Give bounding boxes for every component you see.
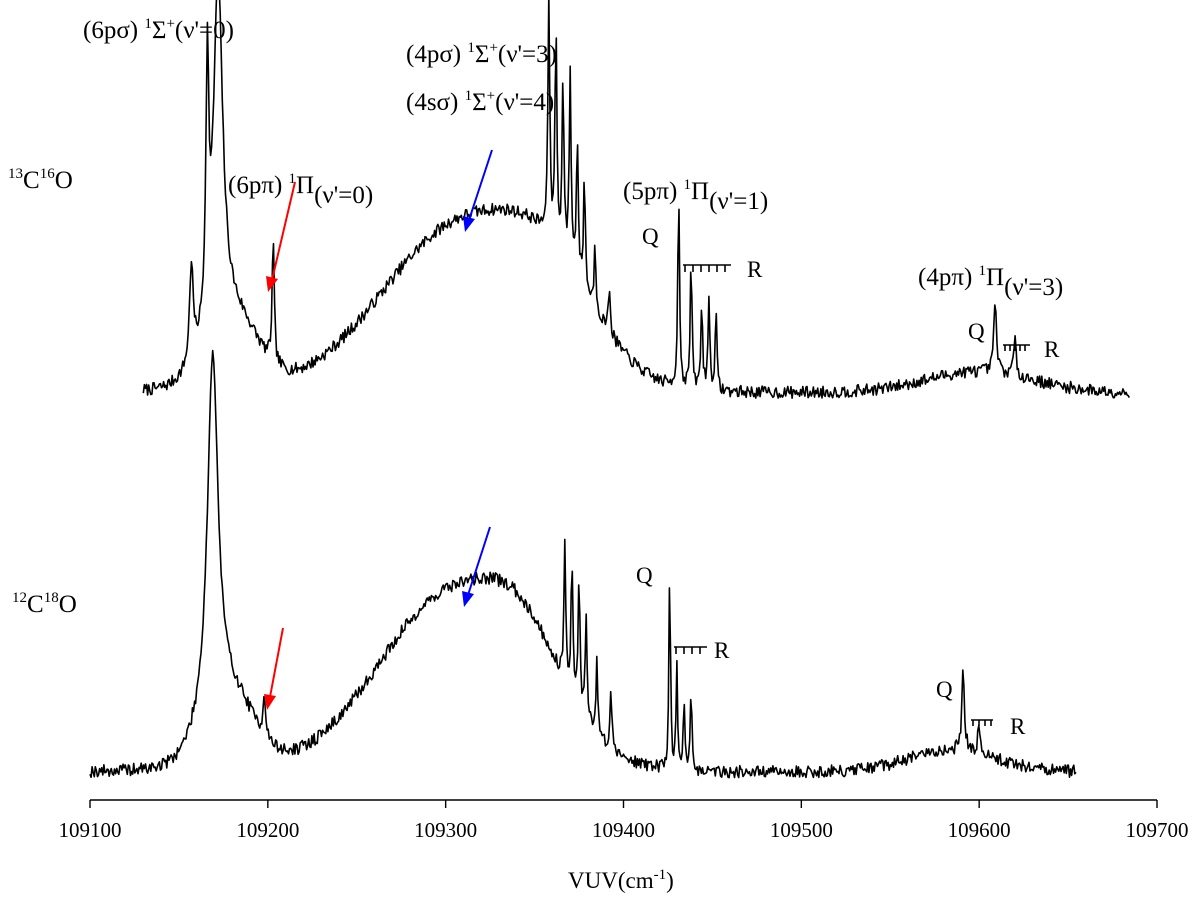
annotation-4psigma: (4pσ) 1Σ+(ν'=3) xyxy=(406,40,557,68)
annotation-4ppi: (4pπ) 1Π(ν'=3) xyxy=(918,263,1063,301)
annotation-5ppi: (5pπ) 1Π(ν'=1) xyxy=(623,177,768,215)
x-tick-label-109200: 109200 xyxy=(236,818,299,842)
r-branch-label-4ppi-bottom: R xyxy=(1010,714,1026,739)
annotation-4ssigma: (4sσ) 1Σ+(ν'=4) xyxy=(406,88,554,116)
annotation-6psigma: (6pσ) 1Σ+(ν'=0) xyxy=(83,16,234,44)
blue-arrow-bottom xyxy=(462,526,491,607)
blue-arrow-top xyxy=(463,149,493,232)
q-branch-label-4ppi-bottom: Q xyxy=(936,677,953,702)
r-branch-label-5ppi-top: R xyxy=(747,257,763,282)
r-branch-comb-5ppi-top xyxy=(683,264,731,272)
annotation-6ppi: (6pπ) 1Π(ν'=0) xyxy=(228,171,373,209)
r-branch-label-4ppi-top: R xyxy=(1044,337,1060,362)
x-tick-label-109100: 109100 xyxy=(59,818,122,842)
q-branch-label-5ppi-top: Q xyxy=(642,224,659,249)
x-tick-label-109700: 109700 xyxy=(1126,818,1189,842)
q-branch-label-4ppi-top: Q xyxy=(968,319,985,344)
red-arrow-bottom xyxy=(264,627,284,710)
x-tick-label-109500: 109500 xyxy=(770,818,833,842)
spectrum-line-13c16o xyxy=(142,0,1131,399)
x-tick-label-109600: 109600 xyxy=(948,818,1011,842)
r-branch-comb-5ppi-bottom xyxy=(674,646,707,654)
q-branch-label-5ppi-bottom: Q xyxy=(636,563,653,588)
x-tick-label-109400: 109400 xyxy=(592,818,655,842)
x-axis-ticks: 109100 109200 109300 109400 109500 109600 1097… xyxy=(59,800,1189,842)
series-label-12c18o: 12C18O xyxy=(12,590,77,618)
r-branch-comb-4ppi-bottom xyxy=(971,719,993,726)
r-branch-label-5ppi-bottom: R xyxy=(714,638,730,663)
red-arrow-top xyxy=(266,181,296,292)
spectrum-line-12c18o xyxy=(89,349,1077,779)
x-axis-title: VUV(cm-1) xyxy=(568,867,674,893)
spectrum-traces xyxy=(89,0,1131,779)
series-label-13c16o: 13C16O xyxy=(8,166,73,194)
r-branch-comb-4ppi-top xyxy=(1003,344,1030,351)
x-tick-label-109300: 109300 xyxy=(414,818,477,842)
